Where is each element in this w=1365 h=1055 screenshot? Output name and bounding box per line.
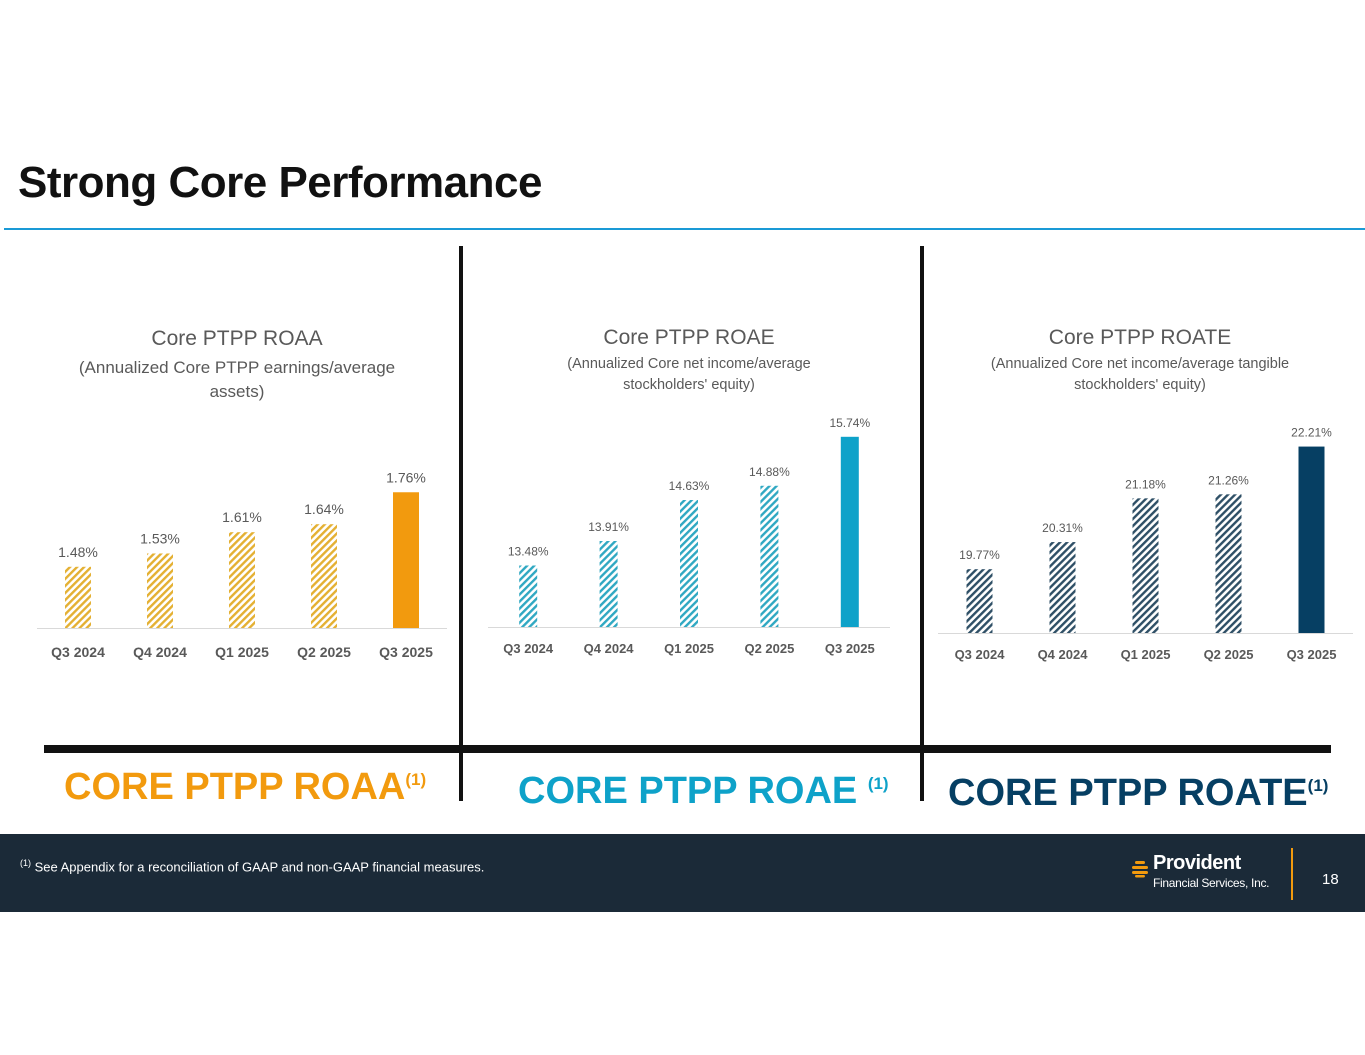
- data-label: 1.53%: [140, 530, 180, 546]
- provident-logo-icon: [1132, 861, 1148, 878]
- chart-roae: Core PTPP ROAE (Annualized Core net inco…: [488, 326, 890, 656]
- bar-q3-2024: [966, 569, 993, 633]
- chart-title: Core PTPP ROAE: [603, 326, 774, 349]
- data-label: 21.26%: [1208, 473, 1249, 487]
- divider-left: [459, 246, 463, 801]
- chart-subtitle-line-1: (Annualized Core net income/average tang…: [991, 356, 1289, 372]
- x-tick-label: Q2 2025: [744, 641, 794, 656]
- data-label: 13.48%: [508, 545, 549, 559]
- x-tick-label: Q4 2024: [584, 641, 635, 656]
- chart-roaa: Core PTPP ROAA (Annualized Core PTPP ear…: [37, 327, 447, 660]
- title-underline: [4, 228, 1365, 230]
- caption-roae: CORE PTPP ROAE (1): [518, 770, 889, 813]
- chart-subtitle-line-2: stockholders' equity): [623, 377, 755, 393]
- bar-q3-2025: [1298, 446, 1325, 633]
- data-label: 1.48%: [58, 544, 98, 560]
- page-title: Strong Core Performance: [18, 158, 542, 207]
- x-tick-label: Q2 2025: [1204, 647, 1254, 662]
- data-label: 1.64%: [304, 501, 344, 517]
- bar-q2-2025: [760, 485, 779, 627]
- x-tick-label: Q1 2025: [1121, 647, 1171, 662]
- bar-q1-2025: [680, 500, 698, 627]
- logo-subtitle: Financial Services, Inc.: [1153, 876, 1270, 890]
- data-label: 20.31%: [1042, 521, 1083, 535]
- footer-bar: (1) See Appendix for a reconciliation of…: [0, 834, 1365, 912]
- x-tick-label: Q3 2024: [51, 644, 105, 660]
- x-tick-label: Q3 2025: [825, 641, 875, 656]
- data-label: 22.21%: [1291, 426, 1332, 440]
- data-label: 21.18%: [1125, 477, 1166, 491]
- bar-q4-2024: [147, 553, 173, 628]
- chart-subtitle-line-1: (Annualized Core net income/average: [567, 356, 810, 372]
- chart-roate: Core PTPP ROATE (Annualized Core net inc…: [938, 326, 1353, 662]
- bar-q4-2024: [1049, 542, 1076, 633]
- divider-horizontal: [44, 745, 1331, 753]
- x-tick-label: Q4 2024: [133, 644, 187, 660]
- caption-roae-text: CORE PTPP ROAE: [518, 770, 868, 812]
- x-tick-label: Q3 2024: [955, 647, 1006, 662]
- data-label: 19.77%: [959, 548, 1000, 562]
- footnote-text: See Appendix for a reconciliation of GAA…: [31, 859, 485, 875]
- bar-q2-2025: [1215, 494, 1242, 633]
- caption-roaa-text: CORE PTPP ROAA: [64, 766, 406, 808]
- bar-q1-2025: [1132, 498, 1159, 633]
- data-label: 14.63%: [669, 479, 710, 493]
- caption-roae-footnote-marker: (1): [867, 774, 889, 793]
- caption-roate: CORE PTPP ROATE(1): [948, 772, 1328, 815]
- logo-divider: [1291, 848, 1293, 900]
- divider-right: [920, 246, 924, 801]
- caption-roate-footnote-marker: (1): [1307, 776, 1329, 795]
- company-logo: Provident Financial Services, Inc.: [1131, 852, 1281, 896]
- data-label: 15.74%: [829, 416, 870, 430]
- bar-q4-2024: [599, 541, 618, 627]
- caption-roate-text: CORE PTPP ROATE: [948, 772, 1308, 814]
- x-tick-label: Q3 2025: [1287, 647, 1337, 662]
- bar-q3-2025: [393, 492, 419, 628]
- logo-name: Provident: [1153, 852, 1241, 874]
- data-label: 1.76%: [386, 469, 426, 485]
- chart-title: Core PTPP ROATE: [1049, 326, 1231, 349]
- bar-q1-2025: [229, 532, 255, 628]
- bar-q2-2025: [311, 524, 337, 628]
- x-tick-label: Q2 2025: [297, 644, 351, 660]
- x-tick-label: Q3 2025: [379, 644, 433, 660]
- chart-subtitle-line-2: stockholders' equity): [1074, 377, 1206, 393]
- chart-subtitle-line-2: assets): [210, 382, 265, 401]
- chart-title: Core PTPP ROAA: [151, 327, 322, 350]
- x-tick-label: Q4 2024: [1038, 647, 1089, 662]
- caption-roaa-footnote-marker: (1): [405, 770, 427, 789]
- page-number: 18: [1322, 871, 1339, 888]
- chart-subtitle-line-1: (Annualized Core PTPP earnings/average: [79, 358, 395, 377]
- bar-q3-2024: [65, 566, 91, 628]
- data-label: 14.88%: [749, 465, 790, 479]
- x-tick-label: Q1 2025: [215, 644, 269, 660]
- bar-q3-2025: [840, 436, 859, 627]
- footnote-marker: (1): [20, 858, 31, 868]
- x-tick-label: Q1 2025: [664, 641, 714, 656]
- data-label: 13.91%: [588, 520, 629, 534]
- caption-roaa: CORE PTPP ROAA(1): [64, 766, 426, 809]
- data-label: 1.61%: [222, 509, 262, 525]
- footnote: (1) See Appendix for a reconciliation of…: [20, 858, 484, 874]
- bar-q3-2024: [519, 565, 538, 627]
- x-tick-label: Q3 2024: [503, 641, 554, 656]
